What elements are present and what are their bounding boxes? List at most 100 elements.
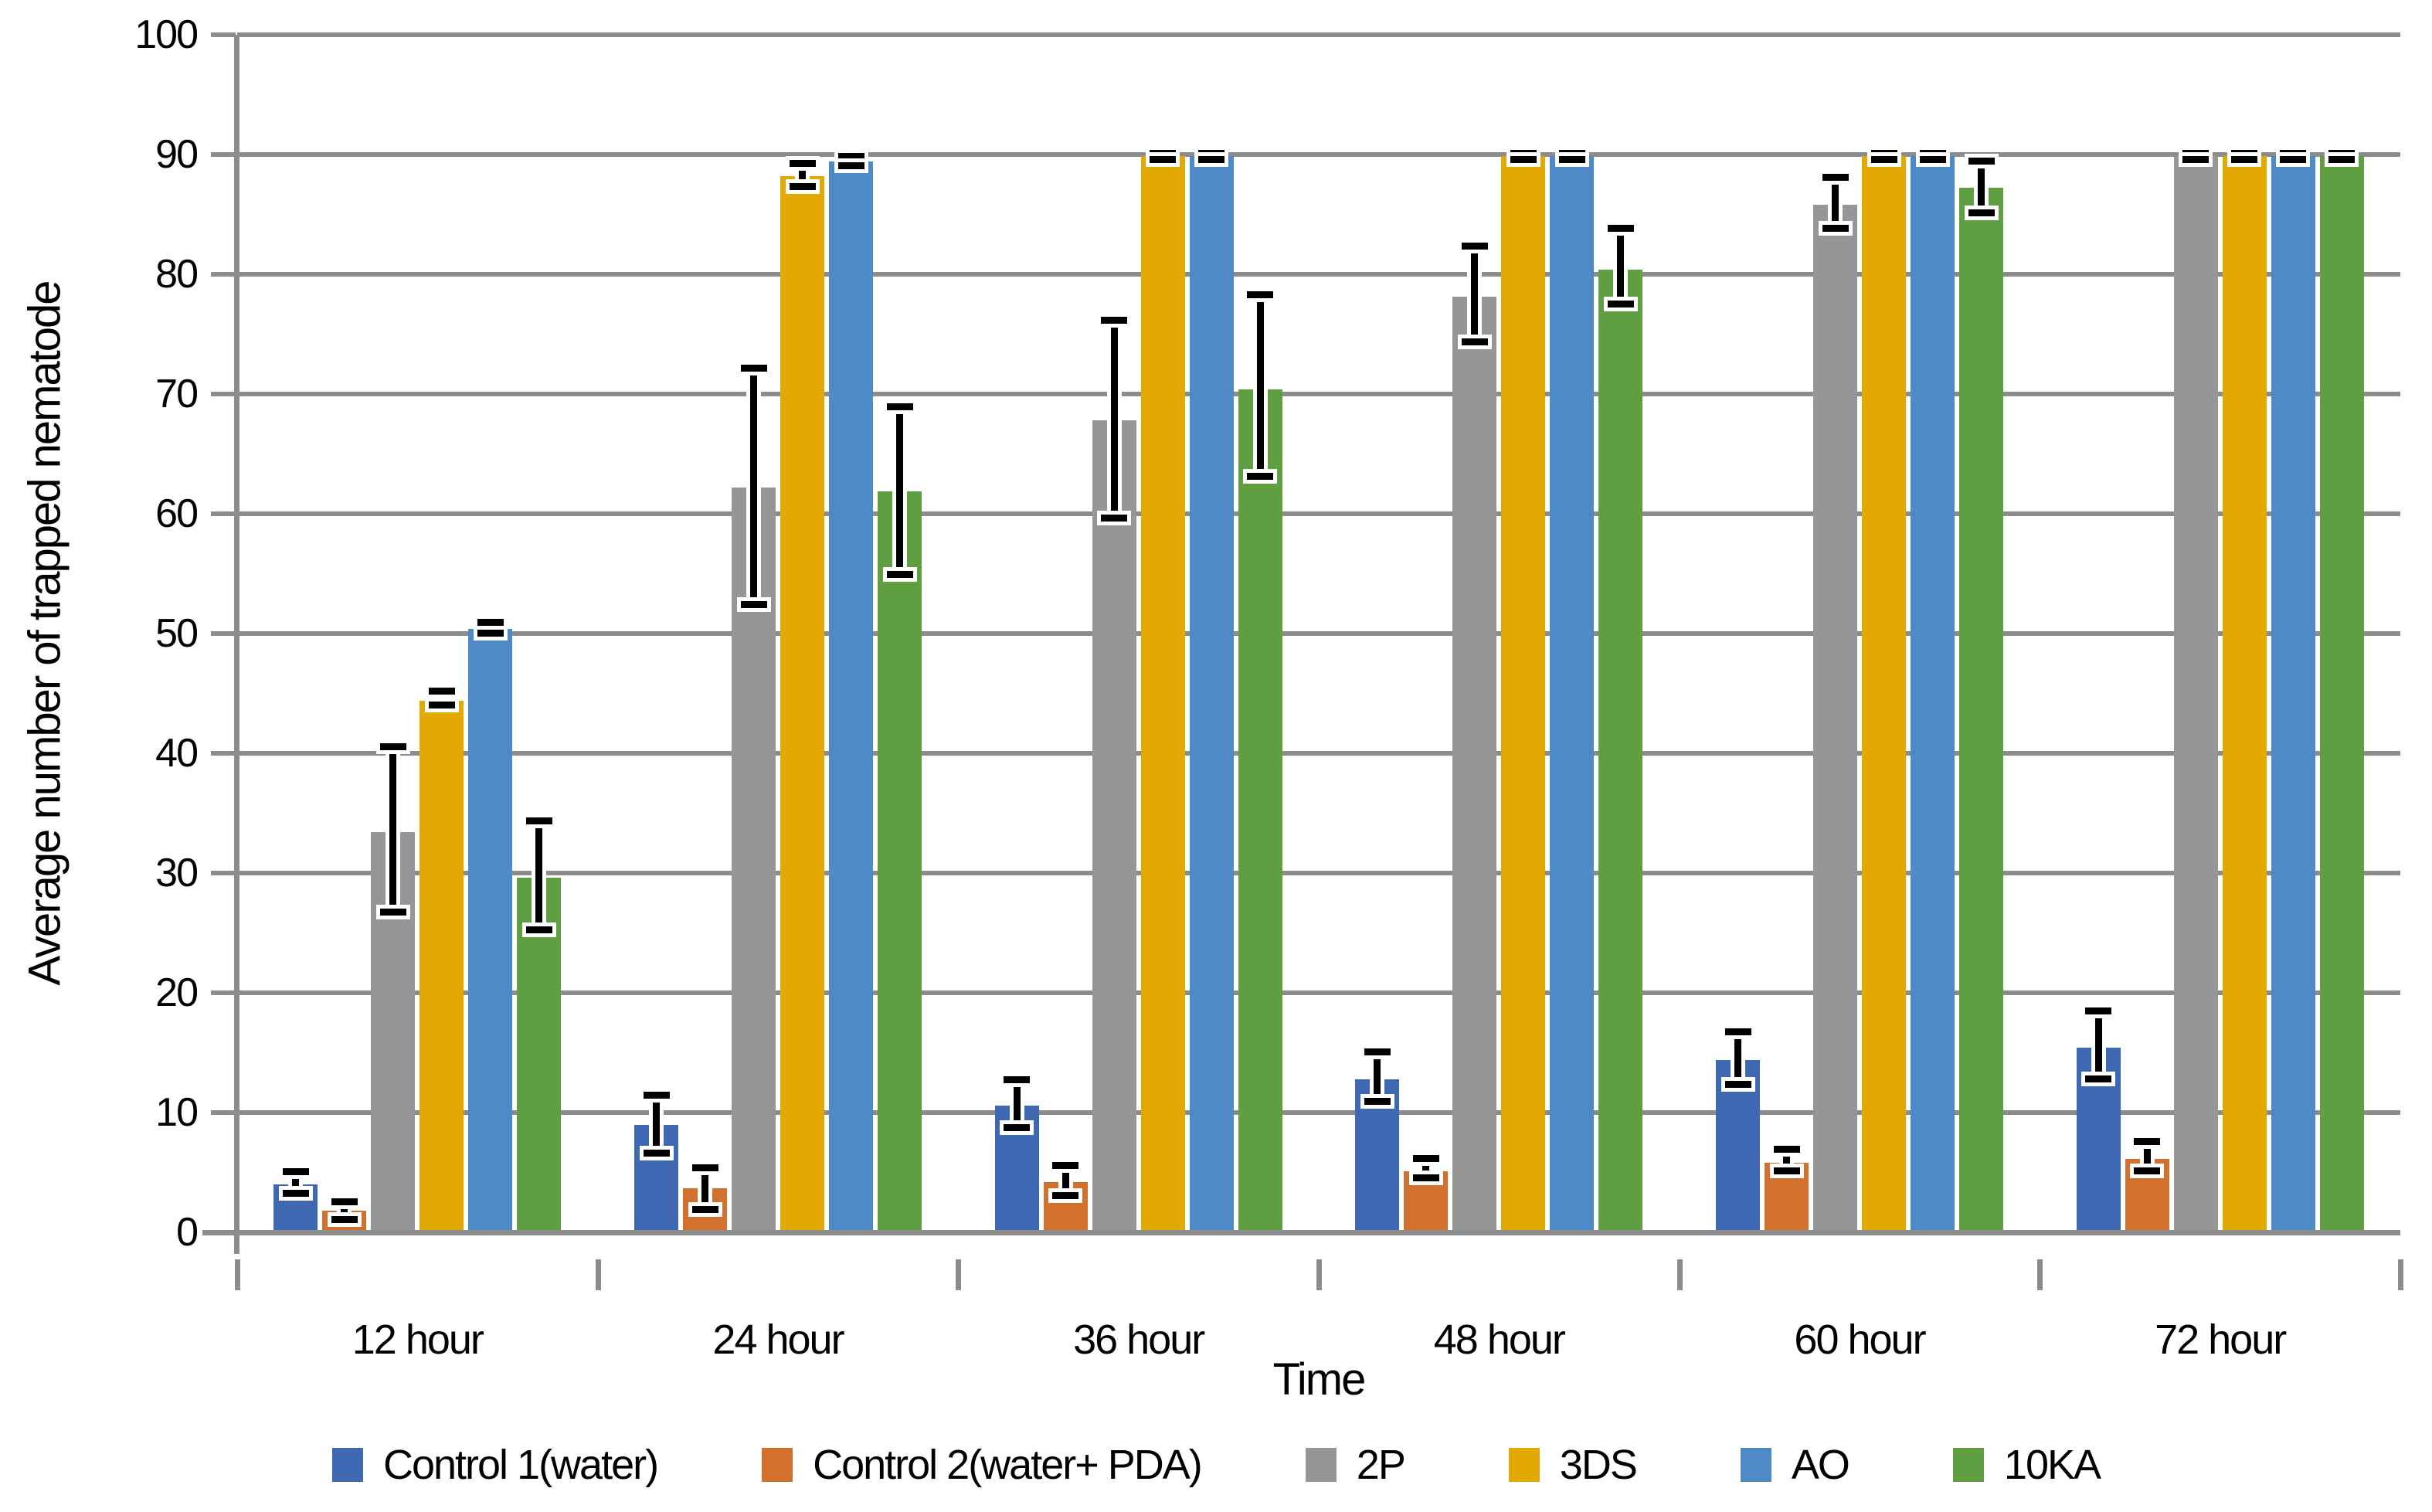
legend-label: 3DS (1559, 1442, 1638, 1488)
gridline (237, 272, 2400, 277)
error-bar (1052, 1162, 1079, 1200)
x-axis-tick (2398, 1259, 2403, 1290)
x-axis-tick (1676, 1259, 1683, 1290)
error-bar-cap-top (2085, 1007, 2112, 1015)
error-bar-cap-top (1364, 1048, 1391, 1055)
gridline (237, 1110, 2400, 1115)
error-bar-cap-top (740, 364, 767, 372)
y-axis-tick (211, 631, 236, 636)
error-bar-cap-bottom (1364, 1098, 1391, 1106)
error-bar-cap-bottom (1558, 156, 1585, 164)
legend-item: 2P (1305, 1441, 1406, 1489)
legend-label: Control 2(water+ PDA) (813, 1442, 1203, 1488)
gridline (237, 32, 2400, 37)
error-bar-cap-bottom (2085, 1075, 2112, 1082)
x-tick-label: 60 hour (1794, 1317, 1926, 1363)
error-bar (2182, 150, 2210, 164)
error-bar-cap-bottom (1510, 156, 1537, 164)
error-bar (525, 817, 552, 934)
bar (2222, 155, 2267, 1230)
x-axis-title: Time (1272, 1354, 1367, 1405)
x-axis-tick (1316, 1259, 1322, 1290)
error-bar (789, 159, 816, 190)
x-tick-label: 48 hour (1433, 1317, 1566, 1363)
bar (732, 487, 776, 1230)
error-bar (1558, 150, 1585, 164)
error-bar-cap-bottom (1822, 225, 1849, 233)
error-bar (379, 742, 406, 916)
error-bar-line (1013, 1079, 1021, 1129)
error-bar-cap-top (1773, 1145, 1800, 1153)
error-bar-cap-bottom (740, 600, 767, 608)
error-bar (1412, 1154, 1439, 1182)
error-bar-cap-bottom (477, 630, 504, 637)
error-bar (2280, 150, 2307, 164)
error-bar-cap-bottom (1052, 1192, 1079, 1200)
error-bar-cap-bottom (2134, 1167, 2161, 1174)
bar (829, 161, 873, 1230)
legend-item: Control 2(water+ PDA) (762, 1441, 1203, 1489)
error-bar-cap-top (2328, 150, 2356, 158)
legend-item: Control 1(water) (331, 1441, 659, 1489)
y-axis-tick (211, 511, 236, 516)
y-axis-tick (211, 751, 236, 756)
legend-swatch (762, 1448, 793, 1482)
error-bar-cap-top (1968, 157, 1995, 165)
error-bar (1461, 242, 1488, 346)
error-bar-cap-top (1004, 1075, 1031, 1083)
bar (1092, 420, 1136, 1230)
bar (1189, 155, 1234, 1230)
error-bar-cap-top (789, 159, 816, 167)
error-bar-cap-bottom (1607, 300, 1634, 307)
error-bar-line (1617, 227, 1625, 304)
error-bar-line (389, 746, 397, 913)
legend-swatch (1740, 1448, 1771, 1482)
error-bar-cap-bottom (1968, 209, 1995, 216)
bar (1862, 155, 1906, 1230)
error-bar-cap-bottom (886, 571, 913, 579)
error-bar-cap-top (1052, 1162, 1079, 1170)
error-bar-cap-bottom (1247, 472, 1274, 480)
error-bar (886, 403, 913, 579)
error-bar-cap-top (379, 742, 406, 750)
error-bar-cap-bottom (2280, 156, 2307, 164)
error-bar (1364, 1048, 1391, 1106)
error-bar-line (1471, 245, 1479, 343)
error-bar (1919, 150, 1946, 164)
error-bar (331, 1198, 358, 1224)
x-axis-line (202, 1230, 2400, 1235)
error-bar-line (341, 1201, 348, 1221)
error-bar-cap-bottom (2182, 156, 2210, 164)
x-axis-tick (956, 1259, 962, 1290)
y-tick-label: 40 (155, 731, 199, 776)
gridline (237, 871, 2400, 875)
error-bar-cap-bottom (2328, 156, 2356, 164)
error-bar (691, 1164, 718, 1213)
legend-item: 3DS (1508, 1441, 1638, 1489)
error-bar (477, 618, 504, 637)
legend-label: AO (1791, 1442, 1850, 1488)
error-bar-cap-top (331, 1198, 358, 1205)
y-tick-label: 80 (155, 252, 199, 297)
error-bar-cap-bottom (525, 926, 552, 934)
error-bar-cap-top (1461, 242, 1488, 250)
error-bar (1724, 1028, 1751, 1089)
error-bar-cap-bottom (837, 162, 864, 170)
y-tick-label: 20 (155, 970, 199, 1015)
x-tick-label: 72 hour (2155, 1317, 2287, 1363)
error-bar-cap-bottom (282, 1190, 309, 1198)
gridline (237, 511, 2400, 516)
error-bar-cap-bottom (428, 701, 455, 708)
error-bar (1822, 174, 1849, 233)
error-bar (1968, 157, 1995, 216)
y-axis-tick (211, 871, 236, 875)
bar (1598, 269, 1643, 1230)
error-bar-line (1422, 1157, 1430, 1179)
bar (1959, 188, 2003, 1230)
error-bar-cap-top (1510, 150, 1537, 158)
gridline (237, 631, 2400, 636)
error-bar (282, 1167, 309, 1198)
error-bar-cap-top (2182, 150, 2210, 158)
y-axis-tick (211, 990, 236, 995)
error-bar-cap-top (1919, 150, 1946, 158)
